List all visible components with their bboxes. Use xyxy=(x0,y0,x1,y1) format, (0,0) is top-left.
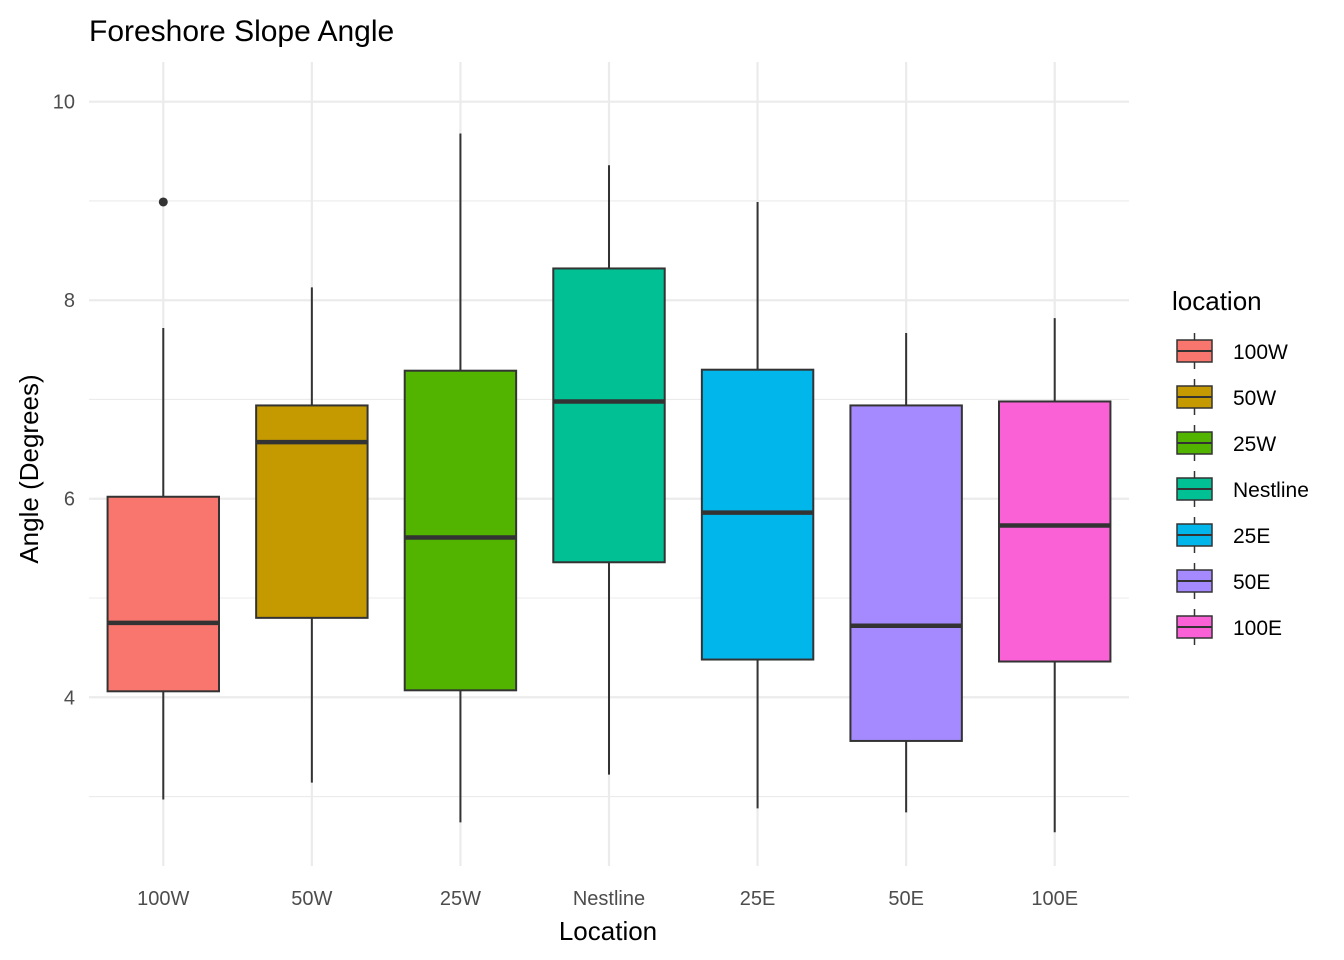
x-tick-label: 100E xyxy=(1031,888,1078,910)
legend-item-50W: 50W xyxy=(1176,379,1276,415)
x-tick-label: 50W xyxy=(291,888,332,910)
legend-label: 25W xyxy=(1233,433,1276,456)
iqr-box xyxy=(998,400,1112,663)
x-tick-label: 50E xyxy=(888,888,924,910)
legend-title: location xyxy=(1172,286,1262,316)
legend-item-100W: 100W xyxy=(1176,333,1288,369)
legend-item-25W: 25W xyxy=(1176,425,1276,461)
iqr-box xyxy=(106,495,220,693)
iqr-box xyxy=(403,369,518,692)
box-Nestline xyxy=(552,165,666,775)
iqr-box xyxy=(255,404,369,619)
legend-label: 25E xyxy=(1233,525,1270,548)
box-50E xyxy=(849,332,963,813)
box-100W xyxy=(106,197,220,800)
legend-label: Nestline xyxy=(1233,479,1309,502)
y-tick-label: 6 xyxy=(64,489,75,511)
boxes xyxy=(106,133,1112,833)
legend-label: 50W xyxy=(1233,387,1276,410)
x-tick-label: Nestline xyxy=(573,888,645,910)
outlier-point xyxy=(158,197,168,207)
iqr-box xyxy=(849,404,963,742)
tick-labels: 4 6 8 10 100W 50W 25W Nestline 25E 50E 100E xyxy=(53,92,1078,910)
x-tick-label: 25W xyxy=(440,888,481,910)
y-tick-label: 8 xyxy=(64,290,75,312)
box-25W xyxy=(403,133,518,823)
legend-label: 100W xyxy=(1233,341,1288,364)
box-50W xyxy=(255,287,369,783)
iqr-box xyxy=(552,267,666,564)
box-100E xyxy=(998,318,1112,833)
legend-item-100E: 100E xyxy=(1176,609,1282,645)
x-tick-label: 25E xyxy=(740,888,776,910)
legend-label: 100E xyxy=(1233,617,1282,640)
chart-title: Foreshore Slope Angle xyxy=(89,15,394,48)
legend-item-Nestline: Nestline xyxy=(1176,471,1309,507)
y-axis-title: Angle (Degrees) xyxy=(14,374,44,563)
legend: location 100W 50W 25W Nestline 25E 50E 100E xyxy=(1172,286,1309,645)
y-tick-label: 10 xyxy=(53,92,75,114)
legend-item-25E: 25E xyxy=(1176,517,1270,553)
legend-item-50E: 50E xyxy=(1176,563,1270,599)
x-axis-title: Location xyxy=(559,916,657,946)
y-tick-label: 4 xyxy=(64,687,75,709)
box-25E xyxy=(700,201,815,809)
x-tick-label: 100W xyxy=(137,888,189,910)
legend-label: 50E xyxy=(1233,571,1270,594)
